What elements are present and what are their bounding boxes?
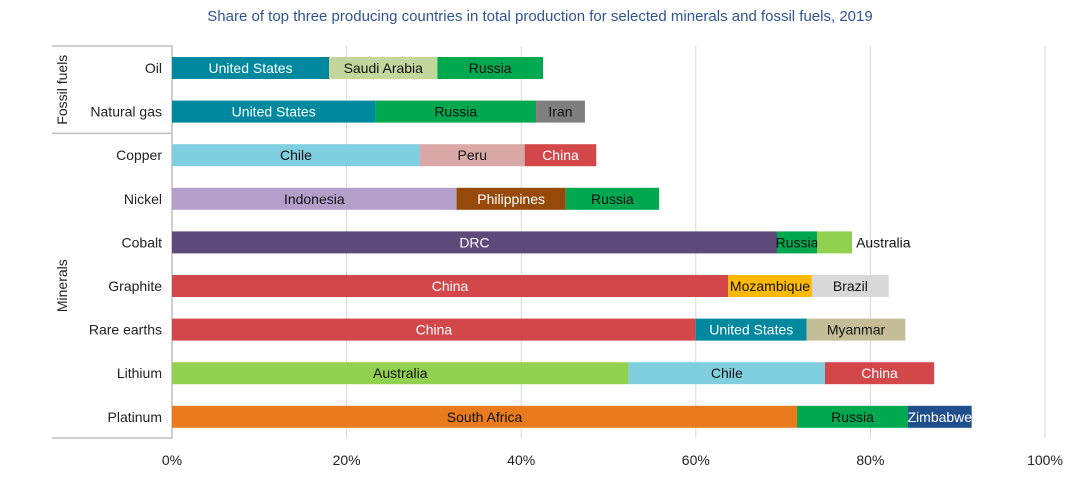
data-label: Iran [548, 104, 572, 120]
bar-segment [806, 318, 906, 341]
category-label: Lithium [117, 365, 162, 381]
bar-segment [776, 231, 818, 254]
bar-segment [172, 187, 457, 210]
bar-segment [375, 100, 537, 123]
data-label: United States [709, 322, 793, 338]
x-tick-label: 100% [1027, 452, 1063, 468]
bar-segment [172, 100, 376, 123]
x-tick-label: 0% [162, 452, 182, 468]
bar-segment [728, 275, 812, 297]
category-label: Graphite [108, 278, 162, 294]
data-label: Myanmar [827, 322, 886, 338]
data-label: Russia [434, 104, 477, 120]
bar-segment [628, 362, 826, 385]
bar-segment [524, 144, 597, 167]
bar-segment [565, 187, 660, 210]
group-label: Fossil fuels [54, 55, 70, 125]
bar-segment [172, 405, 798, 428]
data-label: DRC [459, 234, 489, 250]
data-label: Mozambique [730, 278, 810, 294]
data-label: Indonesia [284, 191, 345, 207]
data-label: Russia [591, 191, 634, 207]
bar-segment [172, 57, 330, 79]
category-label: Oil [145, 60, 162, 76]
category-label: Nickel [124, 191, 162, 207]
bar-segment [437, 57, 544, 79]
data-label: United States [232, 104, 316, 120]
category-label: Cobalt [122, 234, 163, 250]
group-label: Minerals [54, 259, 70, 312]
data-label: China [416, 322, 453, 338]
bar-segment [172, 318, 696, 341]
x-tick-label: 60% [682, 452, 710, 468]
data-label: South Africa [447, 409, 523, 425]
bar-segment [817, 231, 853, 254]
data-label: United States [209, 60, 293, 76]
bar-segment [172, 275, 729, 297]
category-label: Platinum [108, 409, 162, 425]
data-label: China [432, 278, 469, 294]
data-label: Zimbabwe [908, 409, 973, 425]
bar-segment [797, 405, 908, 428]
bar-segment [907, 405, 972, 428]
bar-segment [825, 362, 935, 385]
data-label: Peru [458, 147, 488, 163]
bar-segment [329, 57, 438, 79]
data-label: China [542, 147, 579, 163]
data-label: Chile [280, 147, 312, 163]
data-label: Brazil [833, 278, 868, 294]
bar-segment [172, 231, 777, 254]
category-label: Natural gas [90, 104, 162, 120]
data-label: Philippines [477, 191, 545, 207]
category-label: Copper [116, 147, 162, 163]
bar-segment [811, 275, 889, 297]
chart-title: Share of top three producing countries i… [207, 8, 873, 25]
data-label: Australia [856, 234, 911, 250]
data-label: Russia [776, 234, 819, 250]
bar-segment [456, 187, 566, 210]
x-tick-label: 20% [333, 452, 361, 468]
data-label: Russia [469, 60, 512, 76]
x-tick-label: 80% [856, 452, 884, 468]
bar-segment [695, 318, 807, 341]
data-label: Chile [711, 365, 743, 381]
bar-segment [419, 144, 525, 167]
data-label: Russia [831, 409, 874, 425]
data-label: China [861, 365, 898, 381]
data-label: Australia [373, 365, 428, 381]
data-label: Saudi Arabia [344, 60, 424, 76]
bar-segment [536, 100, 585, 123]
category-label: Rare earths [89, 322, 162, 338]
x-tick-label: 40% [507, 452, 535, 468]
bar-segment [172, 362, 629, 385]
bar-segment [172, 144, 420, 167]
